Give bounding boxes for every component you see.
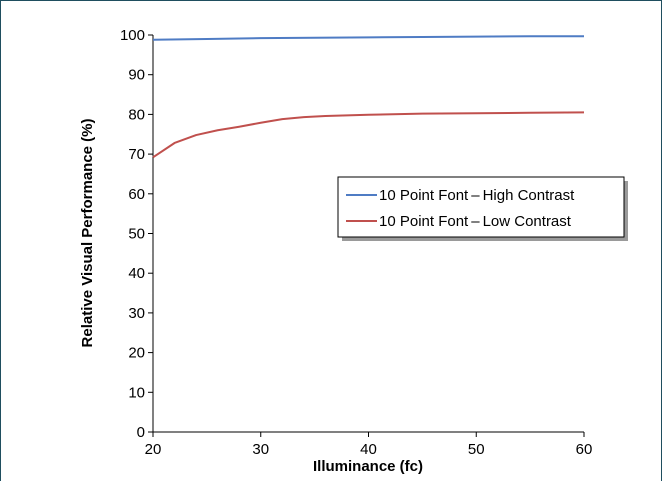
y-tick-label: 0	[137, 424, 145, 441]
y-tick-label: 70	[128, 146, 145, 163]
series-lines	[152, 35, 585, 159]
x-tick-label: 60	[576, 441, 593, 458]
y-tick-label: 90	[128, 67, 145, 84]
y-ticks: 0 10 20 30 40 50 60 70 80 90 100	[120, 27, 153, 441]
legend-box	[337, 176, 625, 238]
y-tick-label: 100	[120, 27, 145, 44]
y-tick-label: 50	[128, 226, 145, 243]
legend-label-high-contrast: 10 Point Font – High Contrast	[379, 187, 575, 204]
x-tick-label: 30	[252, 441, 269, 458]
x-ticks: 20 30 40 50 60	[145, 432, 593, 458]
y-axis-title: Relative Visual Performance (%)	[79, 119, 96, 348]
series-line-low-contrast	[152, 111, 585, 159]
x-tick-label: 40	[360, 441, 377, 458]
y-tick-label: 60	[128, 186, 145, 203]
y-tick-label: 40	[128, 265, 145, 282]
y-tick-label: 20	[128, 345, 145, 362]
legend: 10 Point Font – High Contrast 10 Point F…	[337, 176, 628, 241]
y-tick-label: 10	[128, 384, 145, 401]
x-tick-label: 20	[145, 441, 162, 458]
x-tick-label: 50	[468, 441, 485, 458]
x-axis-title: Illuminance (fc)	[313, 458, 423, 475]
y-tick-label: 30	[128, 305, 145, 322]
series-line-high-contrast	[152, 35, 584, 41]
y-tick-label: 80	[128, 106, 145, 123]
legend-label-low-contrast: 10 Point Font – Low Contrast	[379, 213, 572, 230]
